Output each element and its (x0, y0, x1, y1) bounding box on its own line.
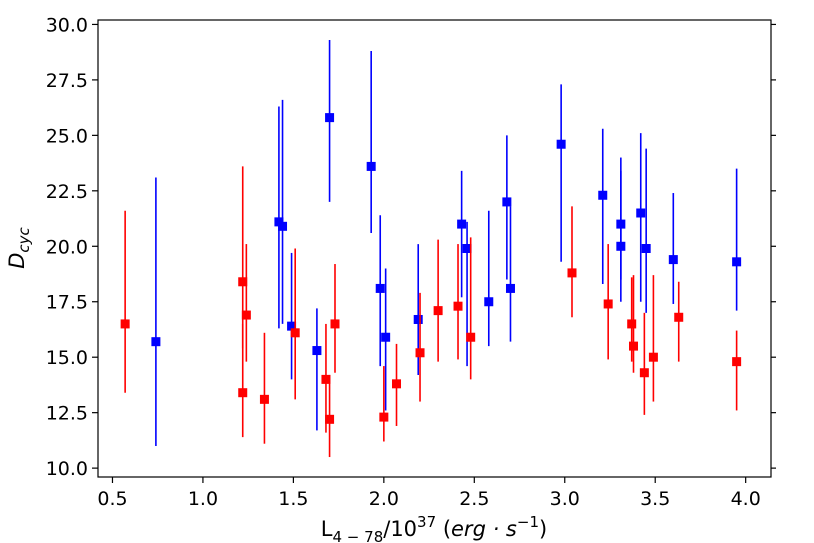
data-point (379, 412, 389, 422)
series-2 (120, 166, 742, 458)
data-point (325, 113, 335, 123)
data-point (567, 268, 577, 278)
data-point (505, 283, 515, 293)
y-tick-label: 25.0 (46, 125, 88, 147)
data-point (484, 297, 494, 307)
data-point (732, 357, 742, 367)
data-point (629, 341, 639, 351)
y-tick-label: 12.5 (46, 403, 88, 425)
data-point (290, 328, 300, 338)
data-point (413, 314, 423, 324)
data-point (668, 255, 678, 265)
plot-frame (97, 19, 772, 478)
data-marks (120, 39, 742, 458)
data-point (325, 414, 335, 424)
data-point (392, 379, 402, 389)
data-point (330, 319, 340, 329)
y-tick-label: 10.0 (46, 458, 88, 480)
x-tick-label: 2.5 (459, 488, 489, 510)
data-point (120, 319, 130, 329)
x-tick-label: 0.5 (97, 488, 127, 510)
x-tick-label: 1.0 (188, 488, 218, 510)
x-tick-label: 2.0 (369, 488, 399, 510)
y-axis-label: Dcyc (5, 226, 33, 268)
data-point (502, 197, 512, 207)
data-point (312, 346, 322, 356)
x-tick-label: 4.0 (731, 488, 761, 510)
data-point (375, 283, 385, 293)
data-point (462, 244, 472, 253)
data-point (639, 368, 649, 378)
data-point (598, 190, 608, 200)
data-point (278, 221, 288, 231)
data-point (381, 332, 391, 342)
y-axis-ticks: 10.0 12.5 15.0 17.5 20.0 22.5 25.0 27.5 30.0 (46, 14, 776, 480)
data-point (466, 332, 476, 342)
x-tick-label: 3.0 (550, 488, 580, 510)
y-tick-label: 22.5 (46, 181, 88, 203)
x-tick-label: 1.5 (278, 488, 308, 510)
y-tick-label: 27.5 (46, 70, 88, 92)
y-tick-label: 15.0 (46, 347, 88, 369)
data-point (259, 394, 269, 404)
x-tick-label: 3.5 (640, 488, 670, 510)
data-point (151, 337, 161, 347)
y-tick-label: 20.0 (46, 236, 88, 258)
data-point (674, 312, 684, 322)
data-point (287, 321, 297, 331)
data-point (732, 257, 742, 267)
series-1 (151, 39, 742, 446)
x-axis-label: L4 − 78/1037 (erg · s−1) (321, 513, 547, 543)
y-tick-label: 17.5 (46, 292, 88, 314)
data-point (366, 161, 376, 171)
data-point (238, 277, 248, 287)
data-point (556, 139, 566, 149)
data-point (433, 306, 443, 316)
data-point (241, 310, 251, 320)
data-point (415, 348, 425, 358)
data-point (627, 319, 637, 329)
data-point (616, 241, 626, 251)
data-point (648, 352, 658, 362)
y-tick-label: 30.0 (46, 14, 88, 36)
data-point (641, 244, 651, 253)
data-point (457, 219, 467, 229)
data-point (453, 301, 463, 311)
data-point (636, 208, 646, 218)
data-point (238, 388, 248, 398)
x-axis-ticks: 0.5 1.0 1.5 2.0 2.5 3.0 3.5 4.0 (97, 477, 761, 510)
data-point (321, 374, 331, 384)
data-point (603, 299, 613, 309)
